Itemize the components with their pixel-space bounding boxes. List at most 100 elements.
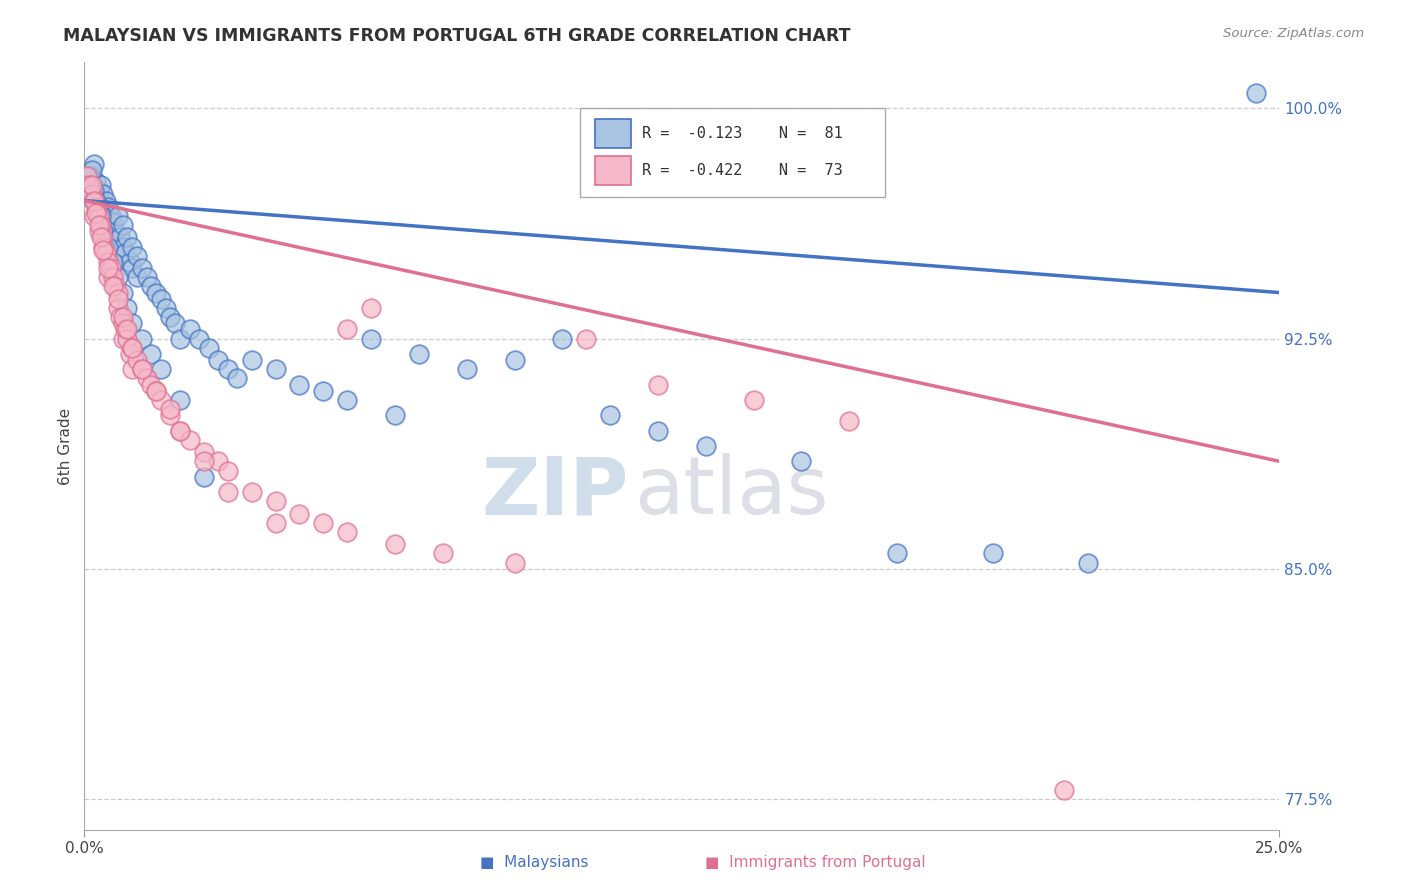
Point bbox=[97, 270, 120, 285]
Point bbox=[179, 322, 201, 336]
Point bbox=[125, 249, 148, 263]
Point bbox=[83, 209, 105, 223]
Point bbox=[87, 200, 110, 214]
Point bbox=[117, 301, 139, 315]
Point bbox=[145, 285, 167, 300]
Point bbox=[101, 215, 124, 229]
Point bbox=[107, 285, 129, 300]
Point bbox=[80, 187, 103, 202]
Point bbox=[145, 384, 167, 398]
Point bbox=[193, 469, 215, 483]
Point bbox=[111, 239, 134, 253]
Point bbox=[87, 209, 110, 223]
Point bbox=[121, 362, 143, 376]
Point bbox=[336, 322, 359, 336]
Point bbox=[159, 310, 181, 325]
Text: ZIP: ZIP bbox=[481, 453, 628, 531]
Text: ■  Immigrants from Portugal: ■ Immigrants from Portugal bbox=[706, 855, 925, 870]
Point bbox=[87, 200, 110, 214]
Point bbox=[86, 194, 108, 208]
Point bbox=[193, 454, 215, 468]
Point bbox=[742, 392, 765, 407]
Point bbox=[117, 322, 139, 336]
Point bbox=[80, 169, 103, 183]
Point bbox=[101, 255, 124, 269]
Point bbox=[226, 371, 249, 385]
Point bbox=[111, 332, 134, 346]
Point bbox=[117, 332, 139, 346]
Point bbox=[1077, 556, 1099, 570]
Point bbox=[575, 332, 598, 346]
Point bbox=[90, 230, 112, 244]
Point bbox=[503, 556, 526, 570]
Point bbox=[93, 209, 115, 223]
Text: MALAYSIAN VS IMMIGRANTS FROM PORTUGAL 6TH GRADE CORRELATION CHART: MALAYSIAN VS IMMIGRANTS FROM PORTUGAL 6T… bbox=[63, 27, 851, 45]
Point bbox=[360, 332, 382, 346]
Point bbox=[111, 285, 134, 300]
Point bbox=[86, 206, 108, 220]
Point bbox=[107, 301, 129, 315]
Point bbox=[149, 292, 172, 306]
Point bbox=[131, 332, 153, 346]
Point bbox=[149, 392, 172, 407]
Point bbox=[121, 260, 143, 275]
Point bbox=[97, 224, 120, 238]
Point bbox=[93, 230, 115, 244]
Point bbox=[264, 516, 287, 530]
Point bbox=[217, 464, 239, 478]
Point bbox=[1053, 782, 1076, 797]
Point bbox=[456, 362, 478, 376]
Text: R =  -0.422    N =  73: R = -0.422 N = 73 bbox=[643, 163, 844, 178]
Point bbox=[90, 178, 112, 193]
Point bbox=[87, 224, 110, 238]
Point bbox=[118, 255, 141, 269]
Point bbox=[141, 347, 163, 361]
Point bbox=[312, 384, 335, 398]
Point bbox=[169, 424, 191, 438]
Point bbox=[240, 485, 263, 500]
Point bbox=[94, 245, 117, 260]
Text: ■  Malaysians: ■ Malaysians bbox=[479, 855, 589, 870]
Y-axis label: 6th Grade: 6th Grade bbox=[58, 408, 73, 484]
Point bbox=[288, 377, 311, 392]
Point bbox=[217, 485, 239, 500]
Point bbox=[97, 255, 120, 269]
Point bbox=[83, 157, 105, 171]
Point bbox=[169, 332, 191, 346]
Point bbox=[93, 224, 115, 238]
Point bbox=[117, 230, 139, 244]
Point bbox=[114, 322, 136, 336]
Point bbox=[207, 353, 229, 368]
Point bbox=[97, 260, 120, 275]
Point bbox=[312, 516, 335, 530]
Point bbox=[131, 362, 153, 376]
Point bbox=[118, 347, 141, 361]
Point bbox=[77, 178, 100, 193]
Point bbox=[107, 270, 129, 285]
Text: atlas: atlas bbox=[634, 453, 828, 531]
Point bbox=[838, 414, 860, 428]
Point bbox=[86, 175, 108, 189]
Point bbox=[101, 230, 124, 244]
Point bbox=[100, 260, 122, 275]
Point bbox=[125, 270, 148, 285]
Point bbox=[188, 332, 211, 346]
Point bbox=[159, 402, 181, 417]
Point bbox=[207, 454, 229, 468]
Point bbox=[159, 409, 181, 423]
Point bbox=[145, 384, 167, 398]
Bar bbox=[595, 156, 630, 186]
Point bbox=[165, 316, 187, 330]
Point bbox=[121, 316, 143, 330]
Point bbox=[110, 310, 132, 325]
Point bbox=[503, 353, 526, 368]
Point bbox=[288, 507, 311, 521]
Bar bbox=[595, 120, 630, 148]
Point bbox=[384, 537, 406, 551]
Point bbox=[336, 392, 359, 407]
Point bbox=[121, 341, 143, 355]
Point bbox=[149, 362, 172, 376]
Point bbox=[169, 424, 191, 438]
Point bbox=[110, 230, 132, 244]
Text: Source: ZipAtlas.com: Source: ZipAtlas.com bbox=[1223, 27, 1364, 40]
